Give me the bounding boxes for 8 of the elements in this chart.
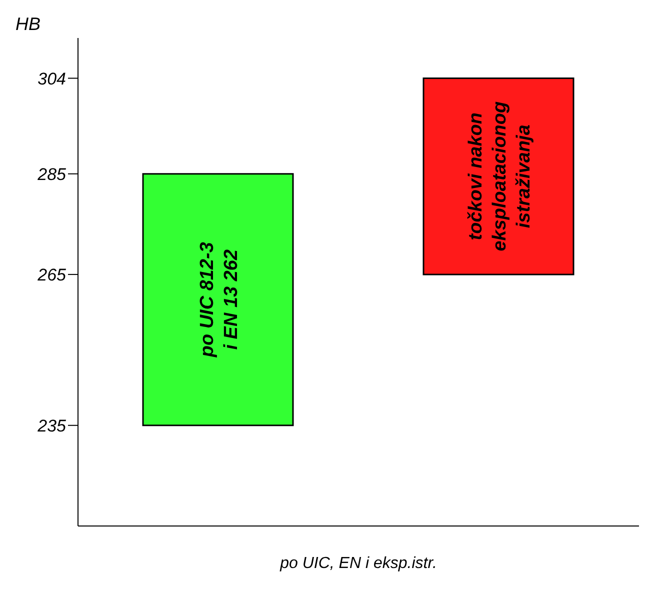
y-axis-title: HB [15,14,41,34]
x-axis-title: po UIC, EN i eksp.istr. [279,555,437,572]
y-tick-label: 285 [36,164,67,184]
y-tick-label: 265 [36,265,67,284]
annotation: točkovi nakon eksploatacionog istraživanja [466,100,534,252]
y-tick-label: 304 [38,69,66,88]
y-tick-label: 235 [36,416,67,436]
annotation: po UIC 812-3 i EN 13 262 [197,242,242,358]
